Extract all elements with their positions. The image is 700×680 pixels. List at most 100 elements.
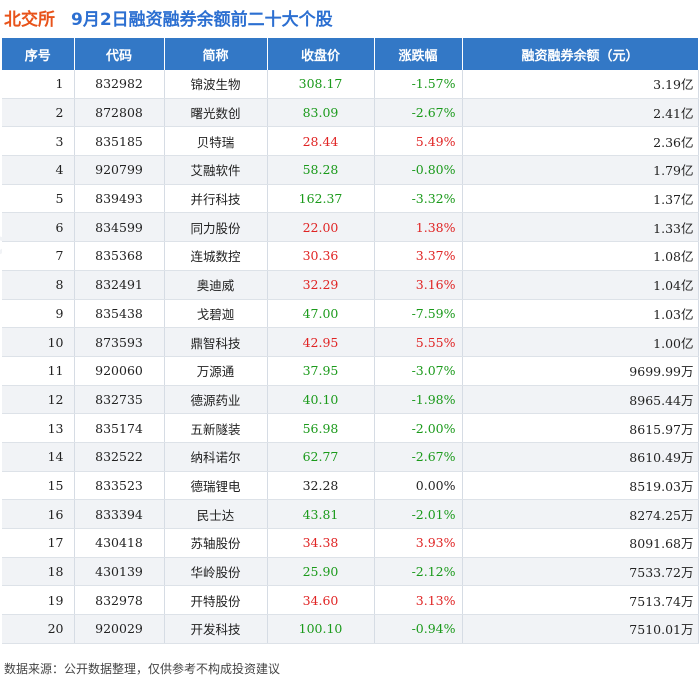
cell-close-price: 83.09 <box>267 98 375 128</box>
cell-name: 奥迪威 <box>164 270 268 300</box>
cell-close-price: 308.17 <box>267 70 375 99</box>
cell-name: 开发科技 <box>164 614 268 644</box>
cell-index: 16 <box>2 499 75 529</box>
cell-balance: 1.33亿 <box>462 212 699 243</box>
cell-close-price: 62.77 <box>267 442 375 472</box>
table-row: 11 920060 万源通 37.95 -3.07% 9699.99万 <box>2 356 699 386</box>
cell-index: 14 <box>2 442 75 472</box>
cell-name: 开特股份 <box>164 585 268 616</box>
cell-close-price: 43.81 <box>267 499 375 529</box>
cell-name: 同力股份 <box>164 212 268 243</box>
cell-close-price: 162.37 <box>267 184 375 214</box>
cell-balance: 3.19亿 <box>462 70 699 99</box>
title-text: 9月2日融资融券余额前二十大个股 <box>71 9 333 30</box>
cell-balance: 2.36亿 <box>462 126 699 157</box>
cell-change-pct: 5.55% <box>374 327 463 357</box>
table-row: 3 835185 贝特瑞 28.44 5.49% 2.36亿 <box>2 126 699 157</box>
cell-change-pct: -1.98% <box>374 385 463 415</box>
cell-code: 835438 <box>74 299 165 329</box>
cell-name: 并行科技 <box>164 184 268 214</box>
table-row: 17 430418 苏轴股份 34.38 3.93% 8091.68万 <box>2 528 699 558</box>
cell-close-price: 32.28 <box>267 471 375 501</box>
cell-change-pct: -0.80% <box>374 155 463 185</box>
table-row: 16 833394 民士达 43.81 -2.01% 8274.25万 <box>2 499 699 529</box>
cell-close-price: 25.90 <box>267 557 375 587</box>
exchange-label: 北交所 <box>4 9 55 30</box>
cell-index: 6 <box>2 212 75 243</box>
cell-change-pct: -2.12% <box>374 557 463 587</box>
cell-code: 835174 <box>74 413 165 443</box>
cell-code: 872808 <box>74 98 165 128</box>
table-row: 14 832522 纳科诺尔 62.77 -2.67% 8610.49万 <box>2 442 699 472</box>
cell-balance: 1.08亿 <box>462 241 699 271</box>
cell-close-price: 56.98 <box>267 413 375 443</box>
cell-index: 12 <box>2 385 75 415</box>
cell-name: 德源药业 <box>164 385 268 415</box>
cell-index: 7 <box>2 241 75 271</box>
cell-index: 15 <box>2 471 75 501</box>
cell-close-price: 47.00 <box>267 299 375 329</box>
margin-balance-table: 序号 代码 简称 收盘价 涨跌幅 融资融券余额（元） 1 832982 锦波生物 30… <box>2 38 699 644</box>
cell-index: 8 <box>2 270 75 300</box>
cell-balance: 8610.49万 <box>462 442 699 472</box>
cell-code: 834599 <box>74 212 165 243</box>
cell-index: 9 <box>2 299 75 329</box>
table-row: 5 839493 并行科技 162.37 -3.32% 1.37亿 <box>2 184 699 214</box>
cell-code: 873593 <box>74 327 165 357</box>
cell-change-pct: -2.67% <box>374 98 463 128</box>
cell-close-price: 22.00 <box>267 212 375 243</box>
cell-balance: 1.37亿 <box>462 184 699 214</box>
cell-name: 万源通 <box>164 356 268 386</box>
cell-code: 839493 <box>74 184 165 214</box>
cell-balance: 1.03亿 <box>462 299 699 329</box>
cell-balance: 9699.99万 <box>462 356 699 386</box>
cell-change-pct: 3.16% <box>374 270 463 300</box>
cell-name: 贝特瑞 <box>164 126 268 157</box>
table-row: 8 832491 奥迪威 32.29 3.16% 1.04亿 <box>2 270 699 300</box>
cell-index: 1 <box>2 70 75 99</box>
cell-close-price: 58.28 <box>267 155 375 185</box>
cell-index: 10 <box>2 327 75 357</box>
table-row: 12 832735 德源药业 40.10 -1.98% 8965.44万 <box>2 385 699 415</box>
cell-change-pct: 5.49% <box>374 126 463 157</box>
cell-balance: 2.41亿 <box>462 98 699 128</box>
cell-balance: 8615.97万 <box>462 413 699 443</box>
cell-code: 835368 <box>74 241 165 271</box>
cell-change-pct: -2.67% <box>374 442 463 472</box>
page-title: 北交所 9月2日融资融券余额前二十大个股 <box>0 0 700 34</box>
cell-change-pct: 3.93% <box>374 528 463 558</box>
cell-balance: 8519.03万 <box>462 471 699 501</box>
cell-code: 833394 <box>74 499 165 529</box>
table-row: 6 834599 同力股份 22.00 1.38% 1.33亿 <box>2 212 699 243</box>
header-index: 序号 <box>2 38 75 70</box>
table-row: 15 833523 德瑞锂电 32.28 0.00% 8519.03万 <box>2 471 699 501</box>
cell-close-price: 34.60 <box>267 585 375 616</box>
data-source-note: 数据来源：公开数据整理，仅供参考不构成投资建议 <box>4 662 281 676</box>
cell-name: 连城数控 <box>164 241 268 271</box>
cell-balance: 8274.25万 <box>462 499 699 529</box>
cell-index: 17 <box>2 528 75 558</box>
cell-code: 920029 <box>74 614 165 644</box>
cell-index: 11 <box>2 356 75 386</box>
cell-code: 832522 <box>74 442 165 472</box>
cell-close-price: 42.95 <box>267 327 375 357</box>
cell-balance: 1.79亿 <box>462 155 699 185</box>
header-code: 代码 <box>74 38 165 70</box>
cell-change-pct: -2.01% <box>374 499 463 529</box>
cell-index: 18 <box>2 557 75 587</box>
cell-change-pct: 0.00% <box>374 471 463 501</box>
cell-index: 20 <box>2 614 75 644</box>
table-header-row: 序号 代码 简称 收盘价 涨跌幅 融资融券余额（元） <box>2 38 699 70</box>
cell-balance: 1.00亿 <box>462 327 699 357</box>
cell-code: 832491 <box>74 270 165 300</box>
cell-balance: 7533.72万 <box>462 557 699 587</box>
cell-change-pct: 3.13% <box>374 585 463 616</box>
cell-name: 戈碧迦 <box>164 299 268 329</box>
cell-code: 430139 <box>74 557 165 587</box>
table-row: 7 835368 连城数控 30.36 3.37% 1.08亿 <box>2 241 699 271</box>
cell-code: 833523 <box>74 471 165 501</box>
cell-close-price: 40.10 <box>267 385 375 415</box>
cell-close-price: 28.44 <box>267 126 375 157</box>
cell-name: 五新隧装 <box>164 413 268 443</box>
table-row: 10 873593 鼎智科技 42.95 5.55% 1.00亿 <box>2 327 699 357</box>
